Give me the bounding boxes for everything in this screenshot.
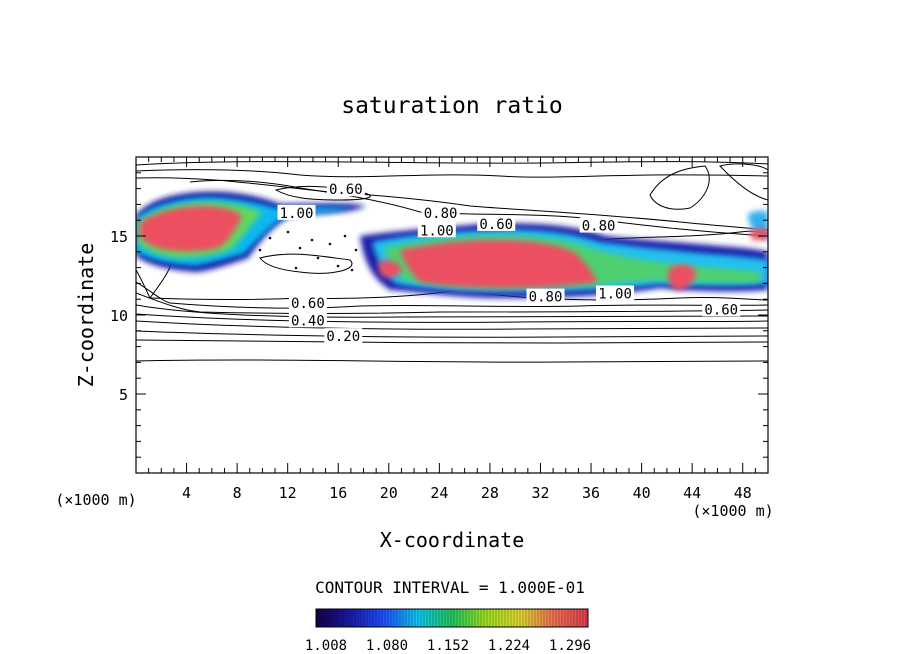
x-tick-label: 16 — [329, 484, 347, 502]
contour-label-bg — [526, 288, 565, 304]
colorbar: 1.008 1.080 1.152 1.224 1.296 — [305, 608, 591, 654]
x-tick-label: 28 — [481, 484, 499, 502]
colorbar-tick-label: 1.008 — [305, 638, 347, 654]
x-tick-label: 48 — [734, 484, 752, 502]
contour-label: 0.20 — [326, 329, 360, 345]
contour-label-bg — [326, 181, 365, 197]
y-axis-label: Z-coordinate — [74, 243, 98, 388]
contour-label-bg — [288, 312, 327, 328]
x-unit-right: (×1000 m) — [692, 502, 773, 520]
contour-label-bg — [702, 301, 741, 317]
y-tick-label: 5 — [119, 386, 128, 404]
x-tick-label: 20 — [380, 484, 398, 502]
x-tick-label: 32 — [531, 484, 549, 502]
contour-label-bg — [417, 222, 456, 238]
contour-label: 0.60 — [479, 217, 513, 233]
y-tick-label: 10 — [110, 307, 128, 325]
colorbar-hatching — [318, 609, 587, 627]
contour-label: 0.60 — [704, 302, 738, 318]
contour-labels: 0.601.00 0.801.00 0.60 0.800.80 1.000.600.60… — [277, 181, 741, 345]
contour-label-bg — [421, 204, 460, 220]
y-tick-label: 15 — [110, 228, 128, 246]
contour-label: 0.80 — [582, 219, 616, 235]
contour-label: 1.00 — [420, 223, 454, 239]
contour-interval-label: CONTOUR INTERVAL = 1.000E-01 — [315, 578, 585, 597]
x-tick-label: 12 — [279, 484, 297, 502]
colorbar-tick-label: 1.224 — [488, 638, 530, 654]
x-tick-label: 8 — [233, 484, 242, 502]
x-tick-label: 24 — [430, 484, 448, 502]
contour-label: 1.00 — [280, 206, 314, 222]
x-axis-label: X-coordinate — [380, 528, 525, 552]
x-tick-label: 44 — [683, 484, 701, 502]
x-tick-label: 4 — [182, 484, 191, 502]
colorbar-tick-label: 1.080 — [366, 638, 408, 654]
x-tick-label: 36 — [582, 484, 600, 502]
contour-label-bg — [288, 294, 327, 310]
contour-label-bg — [477, 215, 516, 231]
contour-label: 0.80 — [424, 206, 458, 222]
colorbar-tick-label: 1.296 — [549, 638, 591, 654]
contour-label: 0.80 — [529, 290, 563, 306]
contour-label-bg — [596, 285, 635, 301]
contour-lines — [136, 161, 768, 363]
contour-label: 0.60 — [291, 296, 325, 312]
contour-label-bg — [324, 328, 363, 344]
x-tick-label: 40 — [633, 484, 651, 502]
colorbar-tick-labels: 1.008 1.080 1.152 1.224 1.296 — [305, 638, 591, 654]
contour-label: 0.60 — [329, 182, 363, 198]
colorbar-tick-label: 1.152 — [427, 638, 469, 654]
chart-title: saturation ratio — [341, 93, 563, 119]
x-unit-left: (×1000 m) — [55, 491, 136, 509]
color-field — [136, 191, 768, 298]
colorbar-gradient — [315, 608, 589, 628]
contour-label-bg — [579, 217, 618, 233]
plot-area: 0.601.00 0.801.00 0.60 0.800.80 1.000.600.60… — [136, 157, 768, 473]
contour-label: 0.40 — [291, 313, 325, 329]
contour-label-bg — [277, 204, 316, 220]
contour-label: 1.00 — [598, 286, 632, 302]
